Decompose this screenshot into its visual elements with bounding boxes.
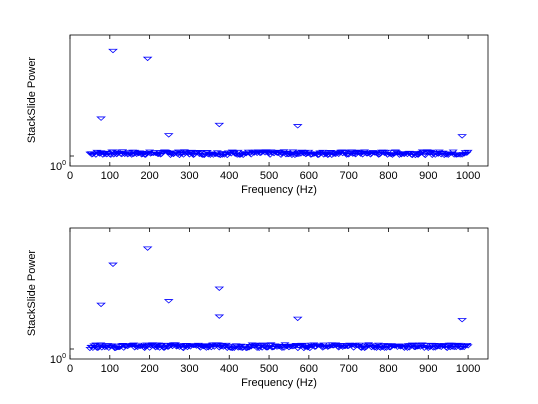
band-point	[420, 343, 430, 348]
outlier-point	[96, 302, 106, 308]
x-tick-label: 100	[101, 170, 119, 182]
band-point	[425, 345, 435, 350]
band-point	[318, 149, 328, 154]
x-tick-label: 600	[300, 363, 318, 375]
x-tick-label: 100	[101, 363, 119, 375]
y-axis-label: StackSlide Power	[26, 57, 38, 144]
x-ticks: 0 100 200 300 400 500 600 700 800 900 1000	[67, 228, 480, 375]
band-point	[174, 153, 185, 159]
band-point	[448, 149, 458, 154]
x-tick-label: 0	[67, 363, 73, 375]
band-point	[101, 150, 111, 155]
band-point	[266, 342, 276, 347]
x-tick-label: 200	[140, 363, 158, 375]
band-point	[279, 346, 289, 351]
outlier-point	[142, 56, 153, 62]
band-point	[224, 343, 234, 349]
band-point	[417, 342, 427, 347]
band-point	[463, 344, 473, 349]
y-tick-label: 100	[50, 353, 66, 366]
band-point	[145, 149, 155, 154]
band-point	[305, 347, 315, 352]
band-point	[351, 153, 361, 158]
band-point	[222, 153, 232, 159]
x-tick-label: 300	[180, 363, 198, 375]
band-point	[246, 153, 256, 158]
band-point	[118, 149, 128, 154]
x-tick-label: 900	[419, 170, 437, 182]
band-point	[307, 153, 317, 158]
outlier-point	[142, 246, 153, 251]
x-tick-label: 1000	[456, 363, 480, 375]
band-point	[215, 154, 225, 159]
band-point	[463, 149, 473, 154]
x-axis-label: Frequency (Hz)	[241, 184, 317, 196]
band-point	[265, 153, 275, 158]
band-point	[298, 343, 308, 348]
x-tick-label: 300	[180, 170, 198, 182]
subplot-top: 0 100 200 300 400 500 600 700 800 900 1000 100 Fre…	[26, 34, 489, 196]
band-point	[420, 154, 430, 159]
x-tick-label: 1000	[456, 170, 480, 182]
band-point	[290, 153, 300, 158]
band-point	[233, 149, 243, 154]
outlier-point	[96, 116, 106, 121]
band-point	[383, 149, 394, 154]
outlier-point	[163, 133, 174, 138]
band-point	[324, 153, 334, 158]
x-tick-label: 200	[140, 170, 158, 182]
plot-frame	[69, 34, 489, 167]
plot-frame	[69, 227, 489, 360]
outlier-point	[214, 286, 225, 291]
outlier-point	[163, 299, 174, 304]
band-point	[256, 343, 266, 348]
outlier-point	[108, 48, 118, 54]
outlier-point	[457, 134, 467, 139]
band-point	[365, 151, 375, 156]
data-marks	[85, 246, 473, 352]
outlier-point	[214, 314, 225, 319]
band-point	[276, 153, 286, 158]
x-tick-label: 900	[419, 363, 437, 375]
x-axis-label: Frequency (Hz)	[241, 377, 317, 389]
x-ticks: 0 100 200 300 400 500 600 700 800 900 1000	[67, 35, 480, 182]
band-point	[153, 345, 163, 350]
x-tick-label: 500	[260, 363, 278, 375]
x-tick-label: 0	[67, 170, 73, 182]
band-point	[257, 346, 267, 351]
data-marks	[85, 48, 473, 159]
y-tick-label: 100	[50, 160, 66, 173]
band-point	[356, 152, 366, 157]
subplot-bottom: 0 100 200 300 400 500 600 700 800 900 1000 100 Fre…	[26, 227, 489, 389]
outlier-point	[108, 262, 118, 268]
band-point	[91, 153, 101, 158]
outlier-point	[214, 122, 225, 128]
band-point	[129, 342, 139, 347]
x-tick-label: 400	[220, 363, 238, 375]
outlier-point	[292, 124, 303, 129]
band-point	[127, 153, 137, 158]
band-point	[347, 149, 357, 154]
x-tick-label: 700	[339, 170, 357, 182]
band-point	[136, 150, 146, 156]
band-point	[221, 342, 231, 347]
band-point	[450, 343, 460, 348]
x-tick-label: 700	[339, 363, 357, 375]
x-tick-label: 500	[260, 170, 278, 182]
band-point	[372, 345, 383, 350]
x-tick-label: 400	[220, 170, 238, 182]
band-point	[303, 346, 313, 351]
x-tick-label: 600	[300, 170, 318, 182]
band-point	[284, 153, 294, 158]
x-tick-label: 800	[379, 170, 397, 182]
band-point	[229, 346, 239, 351]
outlier-point	[457, 318, 467, 323]
outlier-point	[292, 316, 303, 322]
y-axis-label: StackSlide Power	[26, 250, 38, 337]
x-tick-label: 800	[379, 363, 397, 375]
